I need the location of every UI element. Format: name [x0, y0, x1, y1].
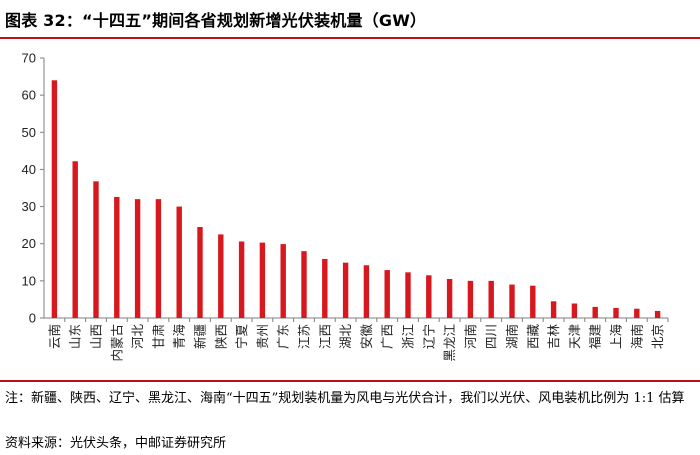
bar-内蒙古 [114, 196, 120, 318]
bar-西藏 [530, 285, 536, 318]
y-tick-label: 70 [22, 51, 36, 66]
bar-广东 [280, 244, 286, 318]
bar-天津 [571, 303, 578, 318]
x-category-label: 海南 [629, 324, 644, 349]
bar-云南 [51, 80, 58, 319]
x-category-label: 上海 [609, 324, 624, 350]
x-category-label: 新疆 [193, 324, 208, 349]
x-category-label: 河南 [463, 324, 478, 349]
x-category-label: 陕西 [213, 324, 228, 349]
bar-河南 [467, 280, 474, 318]
x-category-label: 湖南 [505, 324, 520, 349]
x-category-label: 甘肃 [151, 324, 166, 349]
y-tick-label: 40 [22, 162, 36, 177]
chart-svg: 0 10 20 30 40 50 60 70 云南 山东 山西 内蒙古 河北 甘肃 青海 新疆 陕西 宁夏 贵州 广东… [22, 51, 669, 362]
x-category-label: 云南 [47, 324, 62, 349]
bar-甘肃 [155, 199, 162, 318]
header-rule [0, 37, 700, 39]
y-tick-label: 30 [22, 199, 36, 214]
x-category-label: 西藏 [525, 324, 540, 350]
x-category-label: 湖北 [338, 324, 353, 350]
y-tick-label: 10 [22, 273, 36, 288]
x-category-label: 山西 [89, 324, 104, 349]
bar-福建 [592, 306, 598, 318]
x-category-label: 广西 [380, 324, 395, 349]
figure-footer: 注：新疆、陕西、辽宁、黑龙江、海南“十四五”规划装机量为风电与光伏合计，我们以光… [0, 380, 700, 455]
bar-广西 [384, 270, 390, 318]
x-category-label: 吉林 [546, 324, 561, 350]
figure-header: 图表 32：“十四五”期间各省规划新增光伏装机量（GW） [0, 0, 700, 40]
y-tick-label: 60 [22, 88, 36, 103]
bar-海南 [634, 308, 640, 318]
x-category-label: 河北 [130, 324, 145, 350]
figure-title: 图表 32：“十四五”期间各省规划新增光伏装机量（GW） [5, 11, 427, 30]
x-category-label: 内蒙古 [109, 324, 124, 362]
bar-山西 [93, 181, 99, 318]
bar-北京 [654, 310, 661, 318]
bar-河北 [134, 199, 141, 318]
bar-新疆 [197, 227, 203, 318]
x-category-label: 广东 [276, 324, 291, 349]
x-category-label: 安徽 [359, 324, 374, 350]
footer-rule [0, 380, 700, 382]
x-category-label: 青海 [172, 324, 187, 350]
x-category-label: 四川 [484, 324, 499, 349]
x-category-label: 江西 [317, 324, 332, 349]
x-category-label: 天津 [567, 324, 582, 349]
x-category-label: 辽宁 [421, 324, 436, 349]
bar-青海 [176, 206, 182, 318]
bar-四川 [488, 280, 494, 318]
bar-宁夏 [238, 241, 245, 318]
x-category-label: 黑龙江 [442, 324, 457, 362]
bar-湖南 [509, 284, 515, 318]
y-tick-label: 0 [29, 311, 36, 326]
x-category-label: 福建 [588, 324, 603, 350]
y-tick-label: 20 [22, 236, 36, 251]
bar-江西 [322, 258, 328, 318]
bar-安徽 [363, 265, 370, 318]
bar-黑龙江 [446, 279, 453, 318]
x-category-label: 浙江 [401, 324, 416, 349]
chart-source: 资料来源：光伏头条，中邮证券研究所 [5, 436, 227, 451]
bar-山东 [72, 161, 78, 318]
bar-上海 [613, 307, 619, 318]
x-category-label: 贵州 [255, 324, 270, 349]
bar-浙江 [405, 272, 411, 318]
bar-辽宁 [426, 275, 432, 318]
y-tick-label: 50 [22, 125, 36, 140]
x-category-label: 江苏 [297, 324, 312, 349]
bar-贵州 [259, 242, 266, 318]
bar-吉林 [550, 301, 557, 318]
chart-note: 注：新疆、陕西、辽宁、黑龙江、海南“十四五”规划装机量为风电与光伏合计，我们以光… [5, 391, 685, 406]
bar-湖北 [342, 262, 349, 318]
x-category-label: 山东 [68, 324, 83, 349]
bar-chart: 0 10 20 30 40 50 60 70 云南 山东 山西 内蒙古 河北 甘肃 青海 新疆 陕西 宁夏 贵州 广东… [0, 40, 700, 380]
x-category-label: 北京 [650, 324, 665, 349]
x-category-label: 宁夏 [234, 324, 249, 350]
bar-江苏 [301, 251, 307, 318]
bar-陕西 [218, 234, 224, 318]
